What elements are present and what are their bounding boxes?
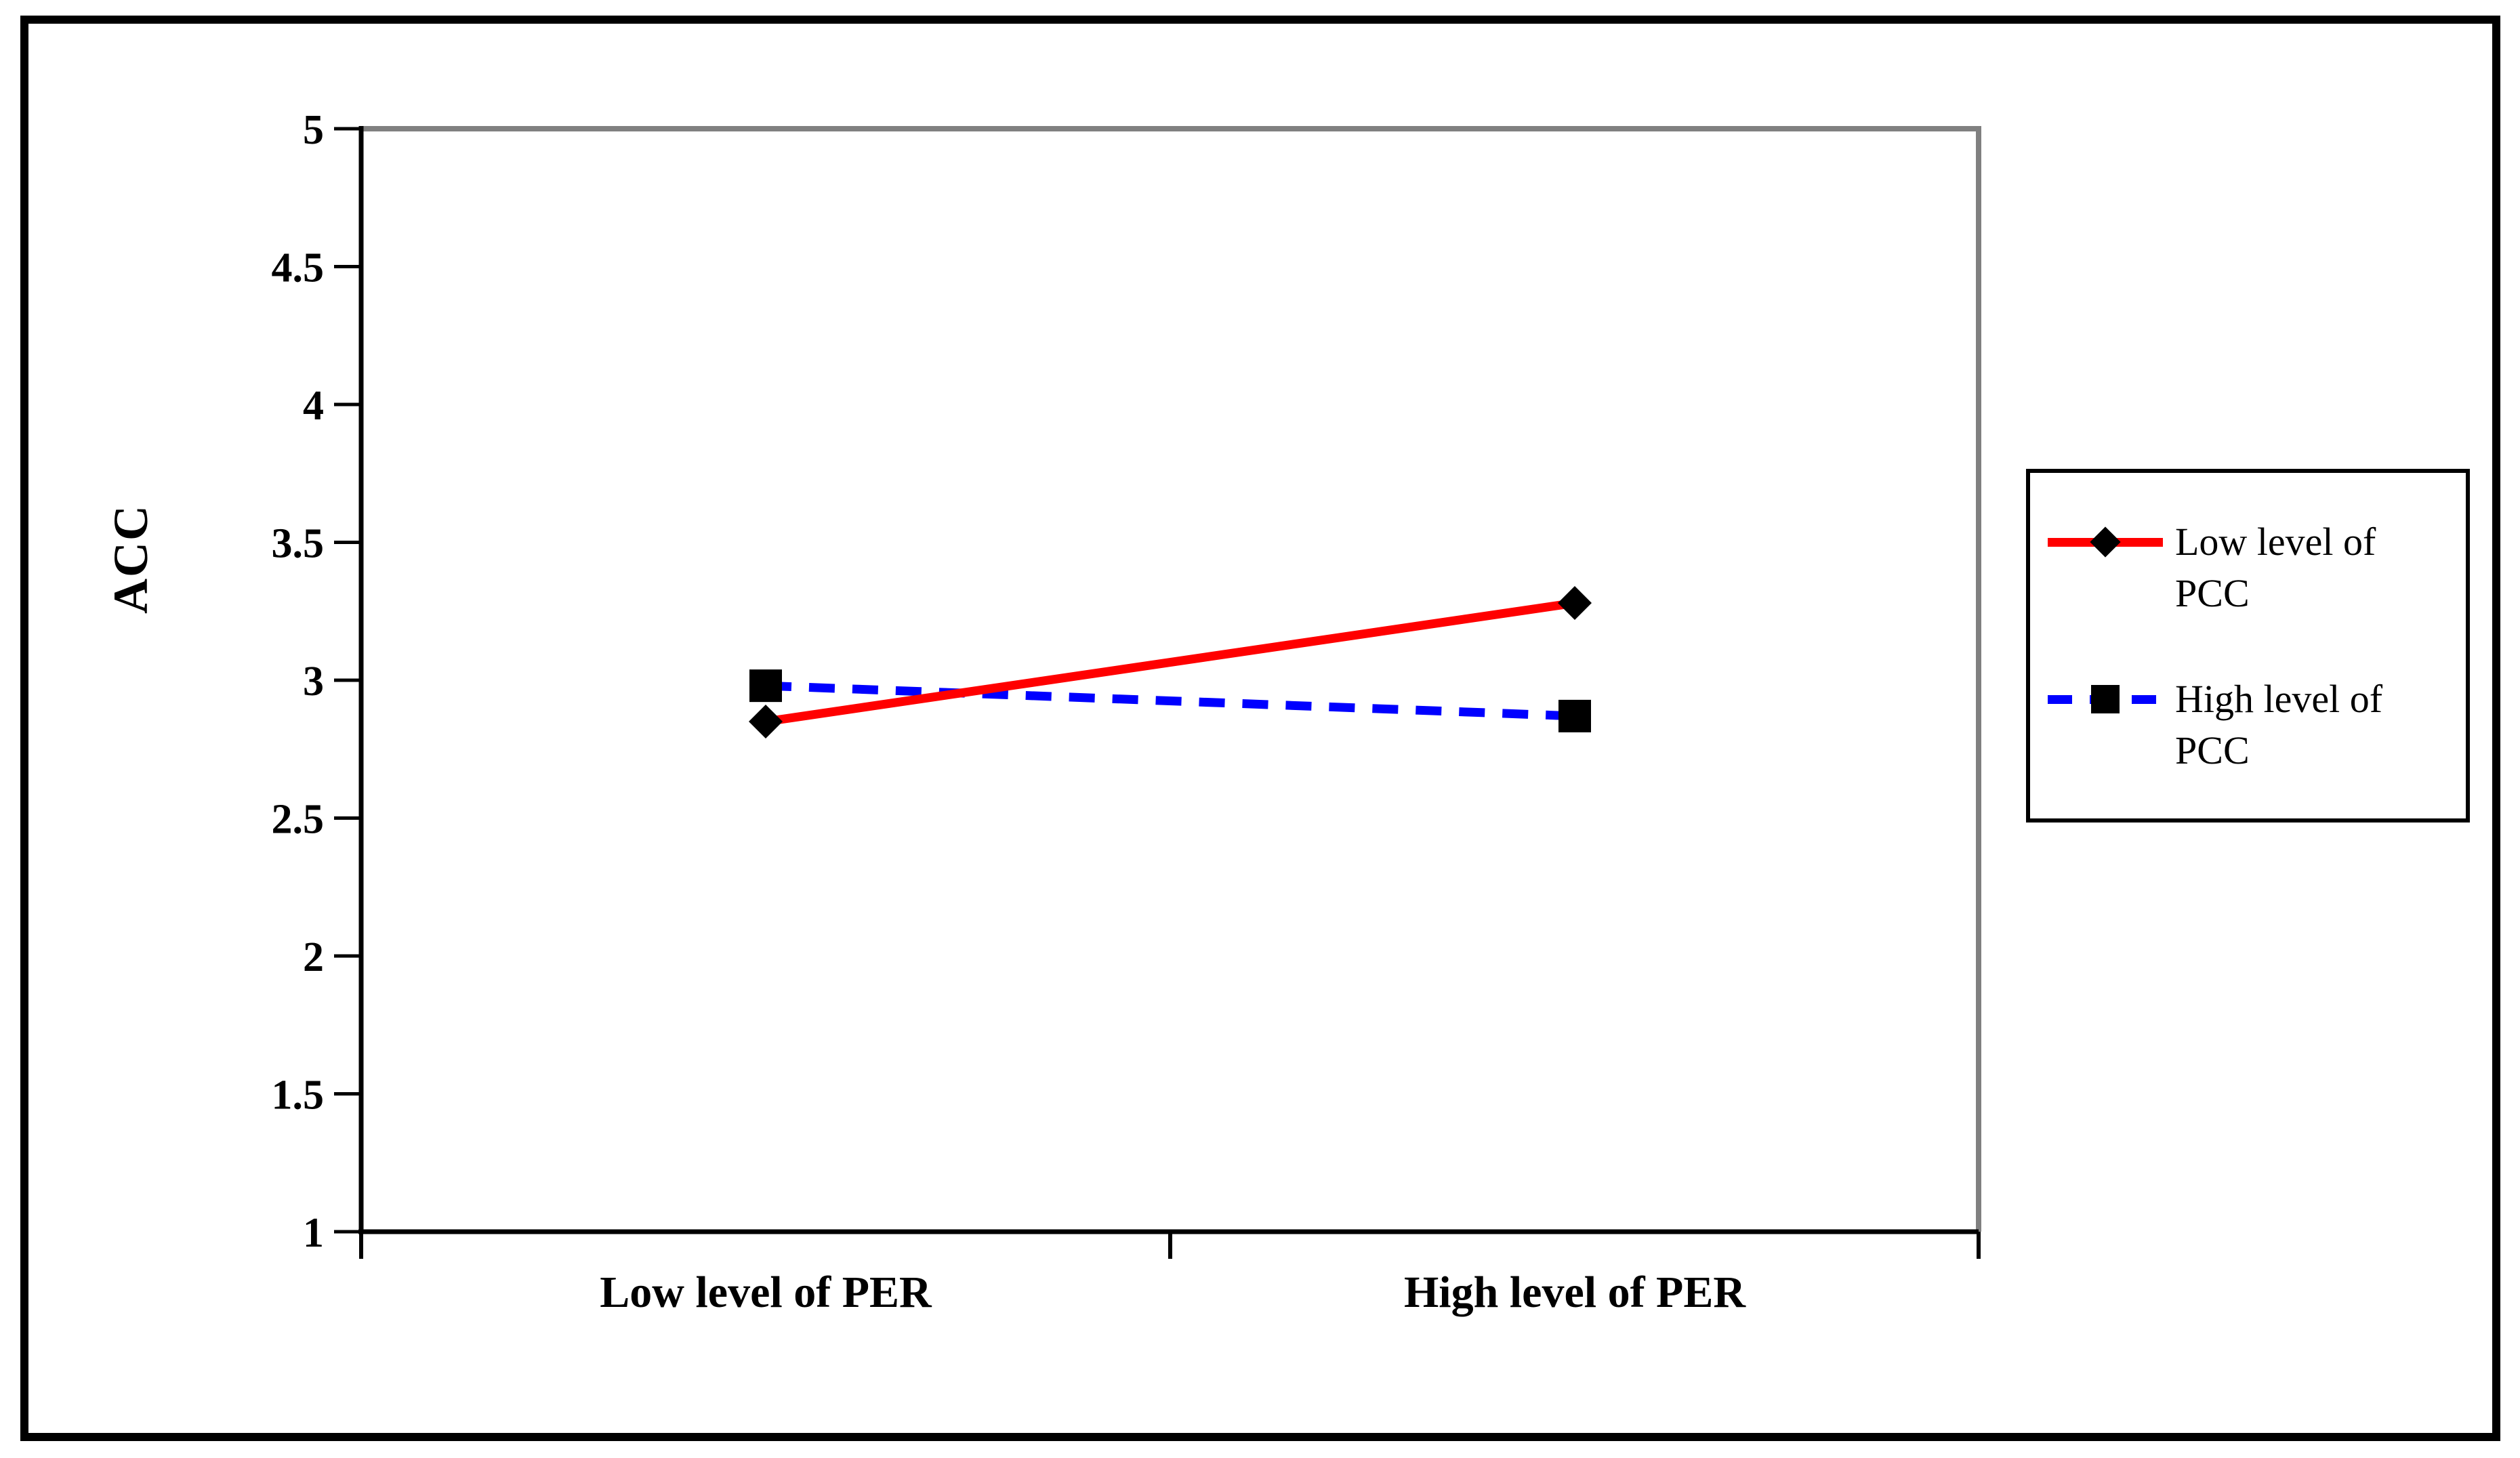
y-tick-label: 4 xyxy=(303,383,324,429)
legend-label-high-pcc: High level of PCC xyxy=(2175,677,2383,772)
square-marker-icon xyxy=(2091,685,2120,713)
data-point-square xyxy=(1558,699,1591,732)
figure-outer-border xyxy=(20,16,2500,1441)
y-tick-label: 5 xyxy=(303,107,324,153)
data-point-diamond xyxy=(749,705,783,739)
legend-box: Low level of PCC High level of PCC xyxy=(2026,469,2470,822)
plot-box-border xyxy=(361,126,1981,1232)
y-tick-label: 3 xyxy=(303,659,324,705)
y-tick-label: 2 xyxy=(303,934,324,980)
x-category-label-low-per: Low level of PER xyxy=(600,1268,932,1317)
y-axis-title: ACC xyxy=(103,504,158,614)
y-tick-label: 3.5 xyxy=(272,521,325,567)
legend-label-low-pcc: Low level of PCC xyxy=(2175,520,2376,615)
data-point-diamond xyxy=(1558,586,1592,621)
y-tick-label: 2.5 xyxy=(272,797,325,843)
legend-entry-high-pcc: High level of PCC xyxy=(2048,673,2462,776)
y-tick-label: 1 xyxy=(303,1210,324,1256)
legend-entry-low-pcc: Low level of PCC xyxy=(2048,516,2462,619)
series-line-low-level-of-pcc xyxy=(765,598,1575,726)
legend-sample-high-pcc xyxy=(2048,673,2163,725)
series-line-high-level-of-pcc xyxy=(765,681,1575,721)
y-tick-label: 1.5 xyxy=(272,1072,325,1119)
diamond-marker-icon xyxy=(2090,526,2121,558)
legend-sample-low-pcc xyxy=(2048,516,2163,568)
data-point-square xyxy=(749,669,782,703)
y-tick-label: 4.5 xyxy=(272,245,325,291)
x-category-label-high-per: High level of PER xyxy=(1403,1268,1746,1317)
